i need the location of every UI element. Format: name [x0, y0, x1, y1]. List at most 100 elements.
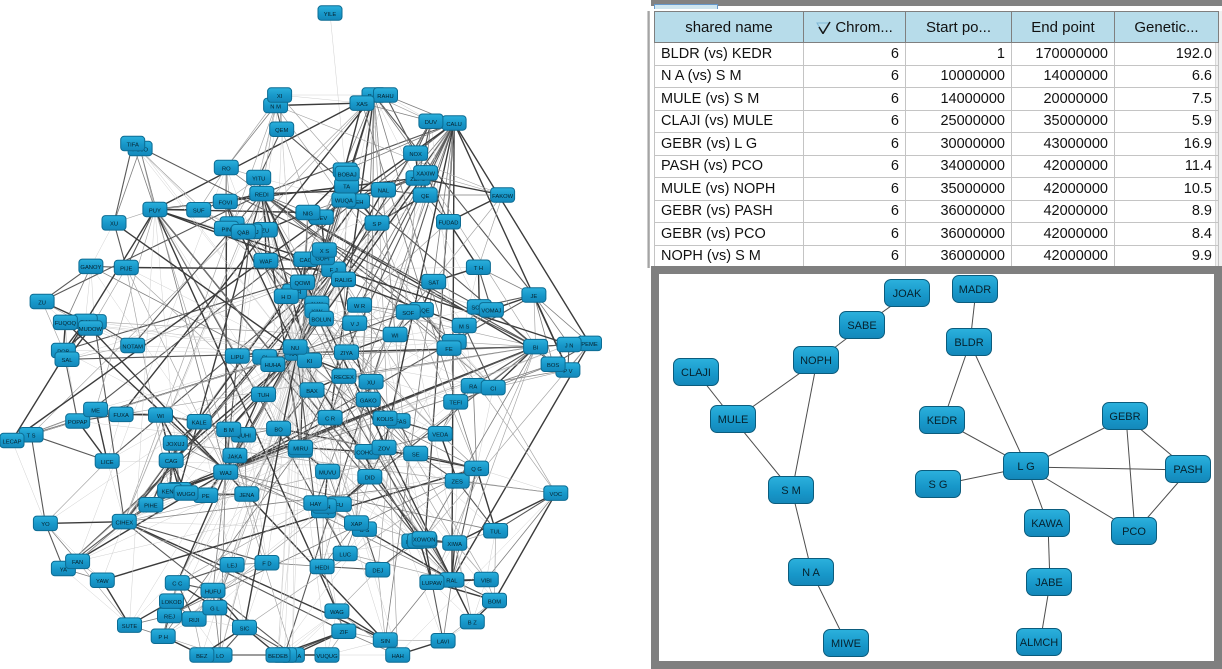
svg-text:JOXUJ: JOXUJ	[166, 442, 184, 448]
svg-text:B Z: B Z	[468, 621, 477, 627]
svg-text:DID: DID	[365, 476, 375, 482]
svg-text:WI: WI	[157, 414, 164, 420]
svg-text:DUV: DUV	[425, 120, 437, 126]
svg-text:ZU: ZU	[38, 300, 46, 306]
svg-text:LEJ: LEJ	[227, 564, 237, 570]
svg-text:B M: B M	[224, 428, 234, 434]
svg-text:N M: N M	[270, 104, 281, 110]
svg-text:TUL: TUL	[490, 530, 502, 536]
svg-text:W R: W R	[354, 304, 365, 310]
svg-text:PEME: PEME	[581, 342, 598, 348]
svg-text:NOX: NOX	[409, 152, 422, 158]
svg-text:BAX: BAX	[306, 389, 318, 395]
svg-text:WUQA: WUQA	[335, 199, 353, 205]
svg-text:BI: BI	[533, 346, 539, 352]
svg-text:LECAP: LECAP	[2, 439, 21, 445]
svg-text:KI: KI	[307, 359, 313, 365]
svg-text:ME: ME	[91, 408, 100, 414]
svg-text:F D: F D	[262, 562, 271, 568]
svg-text:LIPU: LIPU	[231, 355, 244, 361]
svg-text:BOBAJ: BOBAJ	[338, 172, 357, 178]
svg-text:KALE: KALE	[192, 421, 207, 427]
svg-text:VUQUG: VUQUG	[316, 654, 338, 660]
svg-text:BOS: BOS	[547, 363, 559, 369]
svg-text:NAL: NAL	[378, 189, 390, 195]
svg-text:LO: LO	[216, 654, 224, 660]
svg-text:XAP: XAP	[351, 522, 363, 528]
svg-text:LOKOD: LOKOD	[161, 600, 181, 606]
svg-text:LICE: LICE	[101, 460, 114, 466]
svg-text:YO: YO	[41, 522, 50, 528]
svg-text:YITU: YITU	[252, 176, 265, 182]
svg-text:ZIF: ZIF	[339, 630, 348, 636]
svg-text:PIHE: PIHE	[144, 504, 158, 510]
svg-text:HEDI: HEDI	[315, 565, 329, 571]
svg-text:T H: T H	[474, 266, 483, 272]
svg-text:ZOV: ZOV	[378, 446, 390, 452]
svg-text:POPAP: POPAP	[68, 420, 88, 426]
svg-text:LUC: LUC	[339, 552, 351, 558]
svg-text:VEDA: VEDA	[432, 433, 448, 439]
svg-text:J N: J N	[565, 343, 574, 349]
svg-text:MUVU: MUVU	[319, 470, 336, 476]
svg-text:RA: RA	[469, 385, 477, 391]
svg-text:WI: WI	[392, 333, 399, 339]
svg-text:WAJ: WAJ	[220, 471, 232, 477]
svg-text:C R: C R	[325, 417, 335, 423]
svg-text:NU: NU	[291, 346, 299, 352]
svg-text:S P: S P	[372, 222, 381, 228]
svg-text:QEM: QEM	[275, 128, 288, 134]
svg-text:SUTE: SUTE	[122, 624, 138, 630]
svg-text:TA: TA	[343, 185, 350, 191]
svg-text:XOWON: XOWON	[413, 538, 436, 544]
svg-text:QOWI: QOWI	[294, 281, 310, 287]
svg-text:QE: QE	[421, 194, 430, 200]
svg-text:BO: BO	[274, 427, 283, 433]
svg-text:PE: PE	[202, 494, 210, 500]
svg-text:BEZ: BEZ	[196, 654, 208, 660]
svg-text:G L: G L	[210, 607, 220, 613]
svg-text:HAH: HAH	[392, 654, 404, 660]
svg-text:WAF: WAF	[260, 260, 273, 266]
svg-text:SAT: SAT	[428, 281, 439, 287]
svg-text:PUY: PUY	[149, 208, 161, 214]
svg-text:NIG: NIG	[303, 211, 314, 217]
svg-text:RAL: RAL	[446, 579, 458, 585]
svg-text:M S: M S	[459, 324, 469, 330]
svg-text:PIJE: PIJE	[120, 266, 132, 272]
svg-text:Q G: Q G	[471, 467, 482, 473]
svg-text:YAW: YAW	[96, 579, 109, 585]
svg-text:SIN: SIN	[380, 639, 390, 645]
svg-text:GANOY: GANOY	[80, 265, 101, 271]
svg-text:HAY: HAY	[310, 502, 322, 508]
svg-text:JAKA: JAKA	[228, 454, 243, 460]
svg-text:PIN: PIN	[222, 227, 232, 233]
svg-text:MIRU: MIRU	[293, 446, 308, 452]
svg-text:DEJ: DEJ	[372, 569, 383, 575]
svg-text:MUDOW: MUDOW	[79, 327, 103, 333]
svg-text:H D: H D	[281, 295, 291, 301]
svg-text:ZES: ZES	[452, 480, 463, 486]
svg-text:WAG: WAG	[330, 610, 344, 616]
svg-text:BOM: BOM	[488, 599, 501, 605]
svg-text:CALU: CALU	[446, 122, 461, 128]
svg-text:T S: T S	[27, 434, 36, 440]
svg-text:RIJI: RIJI	[189, 618, 200, 624]
svg-text:VOC: VOC	[550, 492, 563, 498]
svg-text:JE: JE	[531, 294, 538, 300]
svg-text:CI: CI	[490, 387, 496, 393]
svg-text:YA: YA	[60, 567, 67, 573]
svg-text:SOF: SOF	[402, 311, 414, 317]
svg-text:V J: V J	[351, 322, 359, 328]
svg-text:GAKO: GAKO	[360, 398, 377, 404]
svg-text:RO: RO	[222, 166, 231, 172]
svg-text:FAKOW: FAKOW	[492, 194, 513, 200]
svg-text:XI: XI	[277, 94, 283, 100]
svg-text:FE: FE	[445, 347, 453, 353]
svg-text:P H: P H	[158, 635, 168, 641]
svg-text:SE: SE	[412, 452, 420, 458]
svg-text:REJ: REJ	[164, 614, 175, 620]
svg-text:XU: XU	[367, 381, 375, 387]
svg-text:HUFU: HUFU	[205, 589, 221, 595]
svg-text:REDI: REDI	[255, 193, 269, 199]
